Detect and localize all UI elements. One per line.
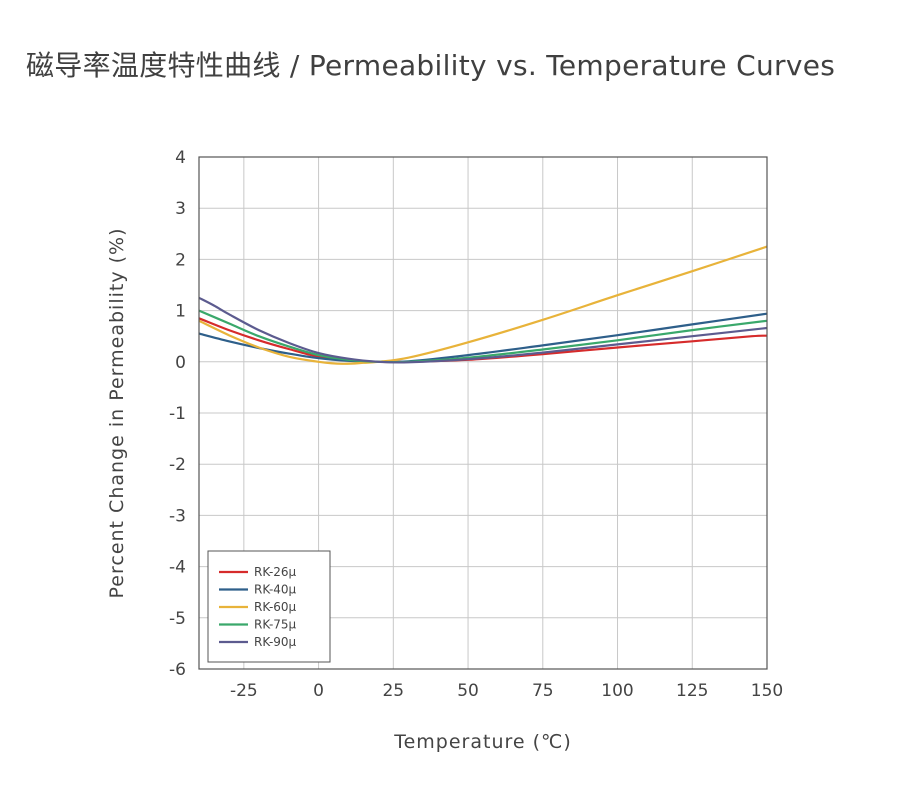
y-tick-label: 3 bbox=[175, 199, 186, 219]
legend-label: RK-26μ bbox=[254, 565, 297, 579]
y-tick-label: 4 bbox=[175, 148, 186, 168]
x-tick-label: 50 bbox=[457, 681, 479, 701]
y-tick-label: -5 bbox=[169, 609, 186, 629]
x-tick-labels: -25 0 25 50 75 100 125 150 bbox=[230, 681, 783, 701]
series-lines bbox=[198, 245, 768, 365]
y-tick-labels: 4 3 2 1 0 -1 -2 -3 -4 -5 -6 bbox=[169, 148, 186, 680]
x-tick-label: 150 bbox=[751, 681, 783, 701]
x-tick-label: 125 bbox=[676, 681, 708, 701]
page-title: 磁导率温度特性曲线 / Permeability vs. Temperature… bbox=[26, 49, 836, 82]
x-axis-title: Temperature (℃) bbox=[393, 731, 572, 753]
y-tick-label: 0 bbox=[175, 353, 186, 373]
x-tick-label: 100 bbox=[601, 681, 633, 701]
series-line-rk-60- bbox=[198, 245, 768, 365]
legend-label: RK-60μ bbox=[254, 600, 297, 614]
legend-label: RK-75μ bbox=[254, 618, 297, 632]
y-tick-label: -6 bbox=[169, 660, 186, 680]
legend-box bbox=[207, 550, 331, 663]
y-tick-label: -1 bbox=[169, 404, 186, 424]
y-tick-label: -4 bbox=[169, 558, 186, 578]
y-tick-label: -3 bbox=[169, 506, 186, 526]
plot-frame bbox=[198, 156, 768, 670]
x-tick-label: 0 bbox=[313, 681, 324, 701]
x-tick-label: 75 bbox=[532, 681, 554, 701]
legend: RK-26μ RK-40μ RK-60μ RK-75μ RK-90μ bbox=[207, 550, 331, 663]
y-axis-title: Percent Change in Permeability (%) bbox=[106, 228, 128, 599]
y-tick-label: -2 bbox=[169, 455, 186, 475]
legend-label: RK-40μ bbox=[254, 583, 297, 597]
legend-label: RK-90μ bbox=[254, 635, 297, 649]
x-tick-label: -25 bbox=[230, 681, 258, 701]
series-line-rk-90- bbox=[198, 296, 768, 364]
y-tick-label: 2 bbox=[175, 250, 186, 270]
x-tick-label: 25 bbox=[382, 681, 404, 701]
y-tick-label: 1 bbox=[175, 302, 186, 322]
